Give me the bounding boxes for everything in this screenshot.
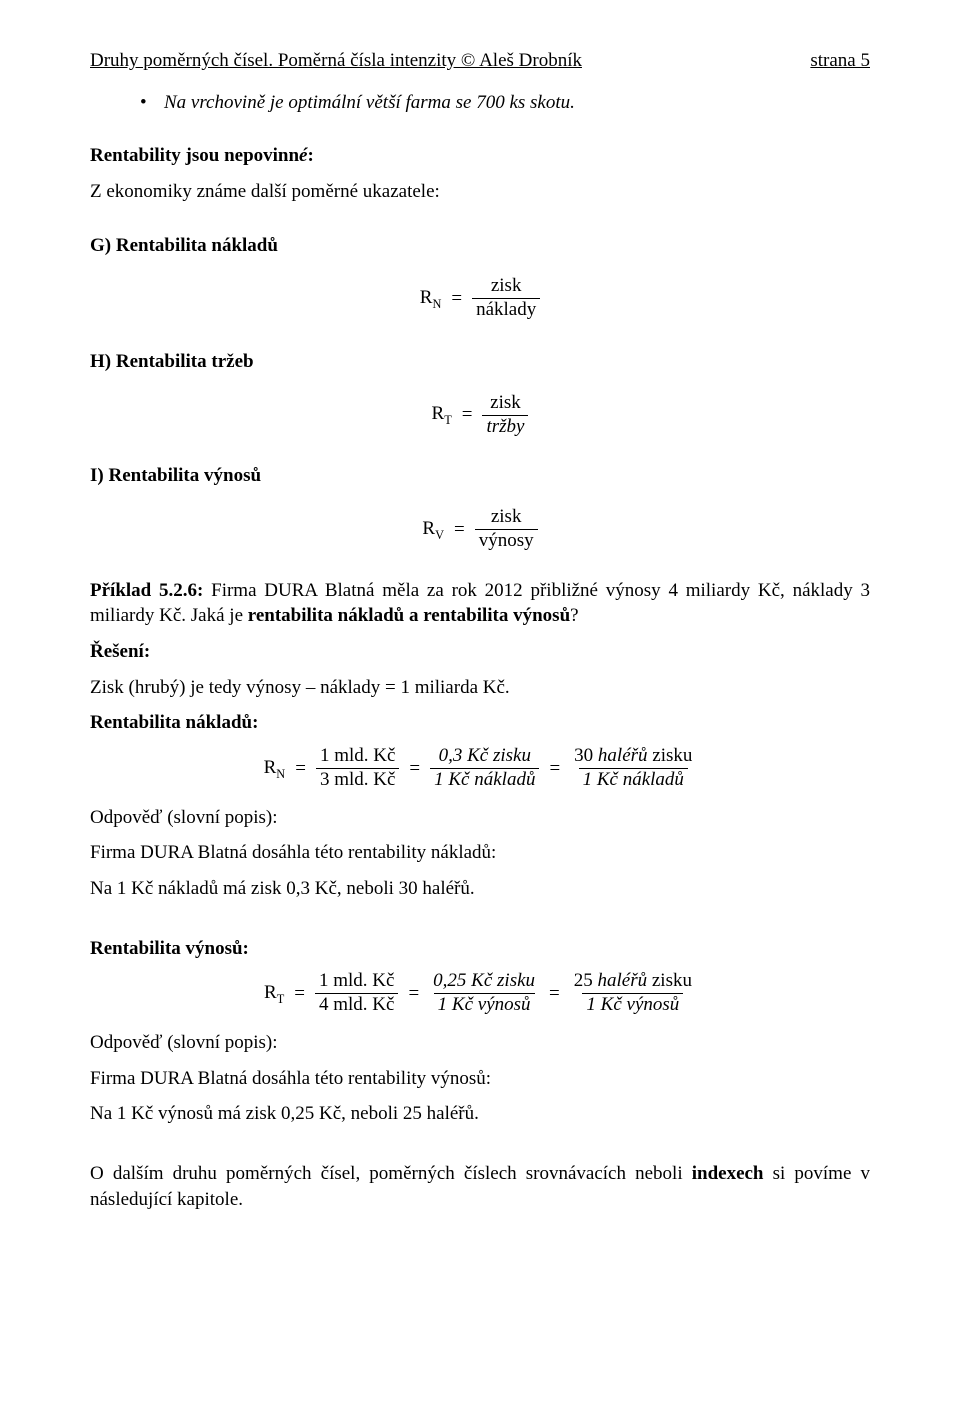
rv-f3: 25 haléřů zisku 1 Kč výnosů [570,971,696,1016]
rn-eq3: = [549,756,560,782]
rn-eq2: = [409,756,420,782]
h-lhs: RT [432,401,452,428]
intro-line-1: Rentability jsou nepovinné: [90,143,870,169]
reseni-label: Řešení: [90,639,870,665]
rv-lhs: RT [264,980,284,1007]
g-eq: = [451,286,462,312]
i-eq: = [454,517,465,543]
rv-eq1: = [294,981,305,1007]
example-statement: Příklad 5.2.6: Firma DURA Blatná měla za… [90,578,870,629]
header-left: Druhy poměrných čísel. Poměrná čísla int… [90,48,582,74]
rv-ans2: Na 1 Kč výnosů má zisk 0,25 Kč, neboli 2… [90,1101,870,1127]
intro-1a: Rentability jsou nepovinn [90,145,299,166]
rn-f3: 30 haléřů zisku 1 Kč nákladů [570,746,696,791]
zisk-line: Zisk (hrubý) je tedy výnosy – náklady = … [90,675,870,701]
example-q: ? [570,605,578,626]
formula-rv: RT = 1 mld. Kč 4 mld. Kč = 0,25 Kč zisku… [90,971,870,1016]
formula-h: RT = zisk tržby [90,393,870,438]
g-frac: zisk náklady [472,276,540,321]
rv-title: Rentabilita výnosů: [90,936,870,962]
example-body-bold: rentabilita nákladů a rentabilita výnosů [248,605,570,626]
section-h-title: H) Rentabilita tržeb [90,349,870,375]
rn-ans-label: Odpověď (slovní popis): [90,805,870,831]
closing-bold: indexech [692,1163,764,1184]
g-lhs: RN [420,285,442,312]
bullet-dot-icon: • [140,90,164,116]
h-frac: zisk tržby [482,393,528,438]
section-g-title: G) Rentabilita nákladů [90,233,870,259]
section-i-title: I) Rentabilita výnosů [90,463,870,489]
rn-lhs: RN [264,755,286,782]
rv-f1: 1 mld. Kč 4 mld. Kč [315,971,398,1016]
rn-title: Rentabilita nákladů: [90,710,870,736]
bullet-item: • Na vrchovině je optimální větší farma … [140,90,870,116]
formula-rn: RN = 1 mld. Kč 3 mld. Kč = 0,3 Kč zisku … [90,746,870,791]
rv-eq2: = [408,981,419,1007]
bullet-list: • Na vrchovině je optimální větší farma … [140,90,870,116]
rn-ans1: Firma DURA Blatná dosáhla této rentabili… [90,840,870,866]
rn-eq1: = [295,756,306,782]
h-eq: = [462,402,473,428]
i-frac: zisk výnosy [475,507,538,552]
closing-para: O dalším druhu poměrných čísel, poměrnýc… [90,1161,870,1212]
page-header: Druhy poměrných čísel. Poměrná čísla int… [90,48,870,74]
rv-ans1: Firma DURA Blatná dosáhla této rentabili… [90,1066,870,1092]
rn-f2: 0,3 Kč zisku 1 Kč nákladů [430,746,539,791]
header-right: strana 5 [810,48,870,74]
rv-eq3: = [549,981,560,1007]
example-label: Příklad 5.2.6: [90,580,203,601]
formula-i: RV = zisk výnosy [90,507,870,552]
formula-g: RN = zisk náklady [90,276,870,321]
i-lhs: RV [422,516,444,543]
intro-line-2: Z ekonomiky známe další poměrné ukazatel… [90,179,870,205]
rv-ans-label: Odpověď (slovní popis): [90,1030,870,1056]
rn-ans2: Na 1 Kč nákladů má zisk 0,3 Kč, neboli 3… [90,876,870,902]
intro-1c: : [307,145,313,166]
bullet-text: Na vrchovině je optimální větší farma se… [164,90,575,116]
rv-f2: 0,25 Kč zisku 1 Kč výnosů [429,971,539,1016]
rn-f1: 1 mld. Kč 3 mld. Kč [316,746,399,791]
closing-pre: O dalším druhu poměrných čísel, poměrnýc… [90,1163,692,1184]
